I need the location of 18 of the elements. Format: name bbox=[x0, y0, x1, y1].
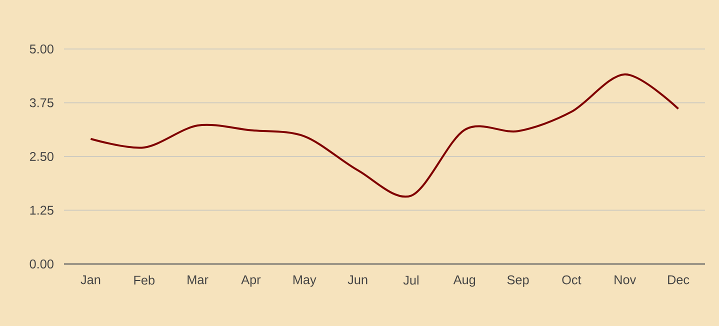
x-tick-label: Aug bbox=[453, 275, 476, 287]
y-tick-label: 1.25 bbox=[30, 206, 54, 215]
x-tick-label: Feb bbox=[134, 275, 155, 285]
x-tick-label: Oct bbox=[562, 275, 582, 284]
y-tick-label: 3.75 bbox=[30, 98, 54, 108]
x-tick-label: Jul bbox=[403, 275, 418, 285]
x-tick-label: Jun bbox=[348, 275, 368, 284]
x-tick-label: Jan bbox=[80, 275, 100, 284]
x-tick-label: Dec bbox=[668, 275, 690, 284]
x-tick-label: Nov bbox=[614, 275, 636, 284]
y-tick-label: 2.50 bbox=[30, 152, 54, 161]
x-tick-label: Mar bbox=[188, 275, 208, 284]
y-tick-label: 0.00 bbox=[30, 260, 54, 268]
x-tick-label: Apr bbox=[241, 275, 261, 287]
x-tick-label: May bbox=[293, 275, 316, 287]
y-tick-label: 5.00 bbox=[30, 44, 54, 54]
x-tick-label: Sep bbox=[507, 275, 529, 287]
line-series bbox=[90, 73, 680, 198]
